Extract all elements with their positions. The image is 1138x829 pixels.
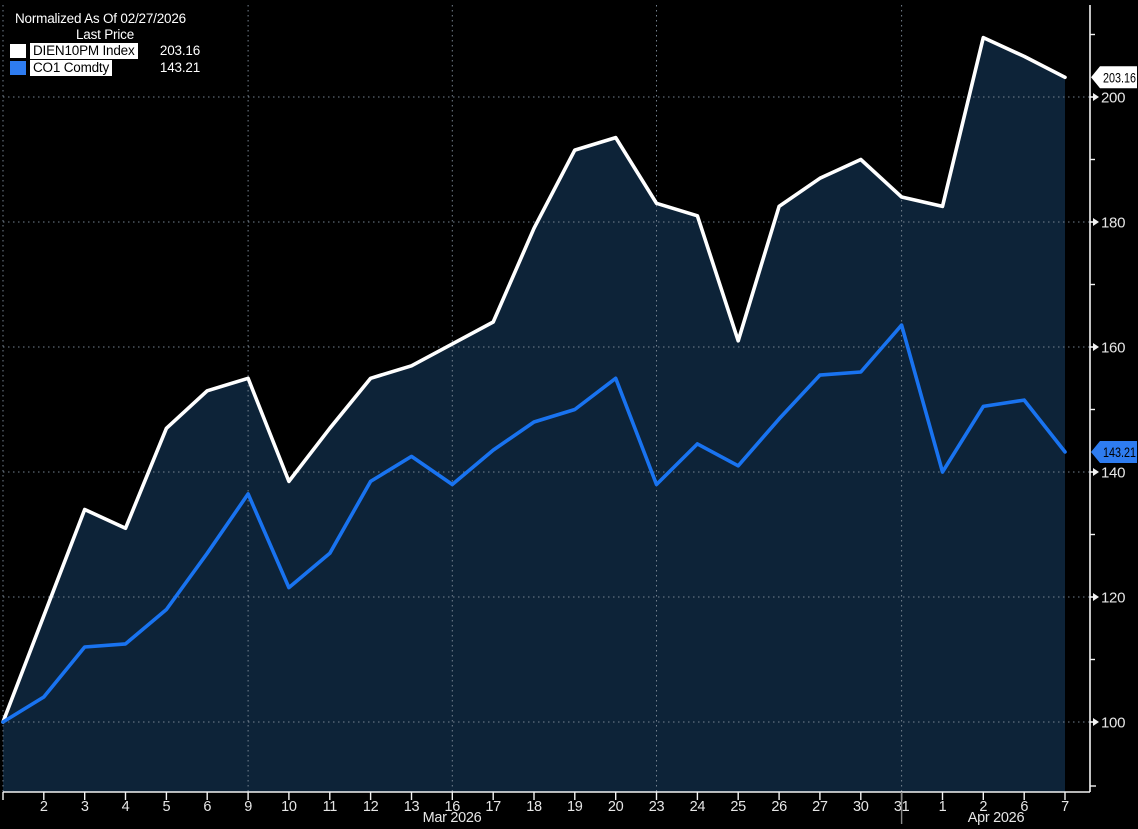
x-tick-label: 10 [281, 799, 297, 815]
legend-series-label: CO1 Comdty [30, 60, 113, 76]
x-tick-label: 1 [939, 799, 947, 815]
y-tick-label: 120 [1101, 590, 1125, 607]
x-tick-label: 4 [122, 799, 130, 815]
x-tick-label: 24 [690, 799, 706, 815]
area-fill [3, 37, 1065, 793]
y-tick-arrow-icon [1093, 343, 1099, 351]
last-price-tag-co1-comdty[interactable] [1091, 440, 1137, 463]
x-tick-label: 17 [485, 799, 501, 815]
y-tick-label: 160 [1101, 340, 1125, 357]
legend-series-value: 203.16 [159, 43, 200, 58]
legend-series-co1[interactable]: CO1 Comdty 143.21 [10, 60, 200, 76]
last-price-tag-dien10pm-index[interactable] [1091, 66, 1137, 89]
y-tick-arrow-icon [1093, 218, 1099, 226]
x-tick-label: 6 [1020, 799, 1028, 815]
x-tick-label: 2 [979, 799, 987, 815]
legend-series-value: 143.21 [159, 60, 200, 75]
x-tick-label: 27 [812, 799, 828, 815]
x-tick-label: 20 [608, 799, 624, 815]
co1-swatch-icon [10, 61, 26, 75]
legend-series-label: DIEN10PM Index [30, 43, 138, 59]
x-tick-label: 30 [853, 799, 869, 815]
month-label: Apr 2026 [968, 810, 1025, 826]
x-tick-label: 2 [40, 799, 48, 815]
legend-series-dien10pm[interactable]: DIEN10PM Index 203.16 [10, 43, 200, 59]
x-tick-label: 9 [244, 799, 252, 815]
y-tick-label: 200 [1101, 90, 1125, 107]
last-price-tag-label: 203.16 [1103, 69, 1136, 85]
x-tick-label: 7 [1061, 799, 1069, 815]
y-tick-arrow-icon [1093, 593, 1099, 601]
co1-comdty-line[interactable] [1, 323, 1067, 724]
x-tick-label: 5 [163, 799, 171, 815]
y-tick-arrow-icon [1093, 93, 1099, 101]
month-label: Mar 2026 [423, 810, 482, 826]
x-tick-label: 11 [323, 799, 338, 815]
x-tick-label: 16 [445, 799, 461, 815]
x-tick-label: 26 [771, 799, 787, 815]
x-tick-label: 6 [203, 799, 211, 815]
y-tick-label: 180 [1101, 215, 1125, 232]
y-tick-arrow-icon [1093, 468, 1099, 476]
x-tick-label: 25 [730, 799, 746, 815]
x-tick-label: 18 [526, 799, 542, 815]
x-tick-label: 12 [363, 799, 379, 815]
x-tick-label: 13 [404, 799, 420, 815]
last-price-tag-label: 143.21 [1103, 444, 1136, 460]
dien10pm-swatch-icon [10, 44, 26, 58]
chart-legend: Normalized As Of 02/27/2026 Last Price D… [6, 8, 204, 80]
y-tick-arrow-icon [1093, 718, 1099, 726]
y-tick-label: 140 [1101, 465, 1125, 482]
y-tick-label: 100 [1101, 715, 1125, 732]
x-tick-label: 19 [567, 799, 583, 815]
dien10pm-index-line[interactable] [1, 35, 1067, 724]
legend-subtitle: Last Price [75, 27, 135, 42]
x-tick-label: 23 [649, 799, 665, 815]
legend-title: Normalized As Of 02/27/2026 [15, 11, 186, 26]
x-tick-label: 3 [81, 799, 89, 815]
